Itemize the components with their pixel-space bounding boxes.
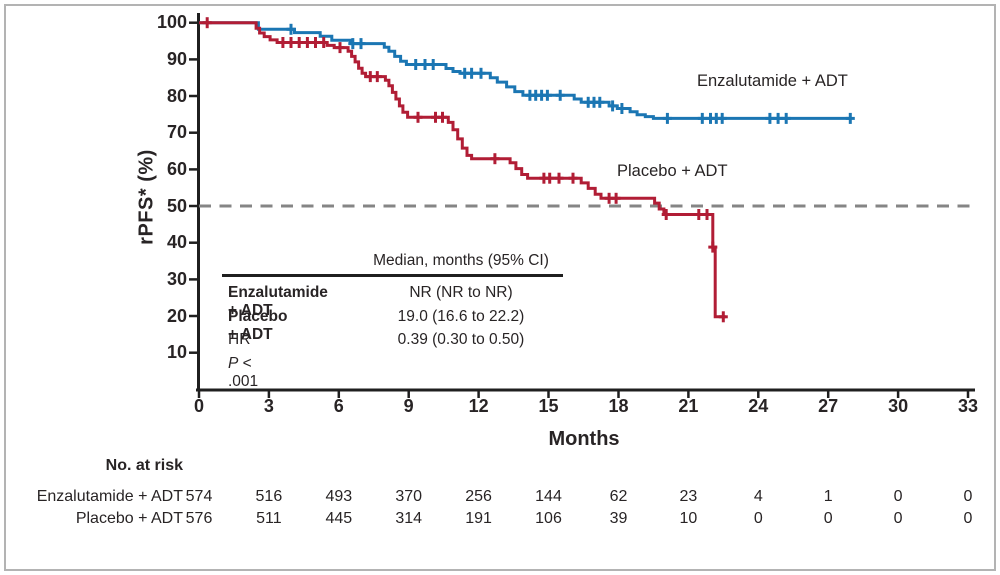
at-risk-count: 23 (679, 488, 698, 505)
y-tick-label: 40 (166, 232, 187, 253)
x-axis-title: Months (548, 428, 620, 450)
y-tick-label: 30 (166, 268, 187, 289)
at-risk-count: 370 (395, 488, 423, 505)
at-risk-count: 191 (465, 510, 492, 527)
at-risk-row-label-placebo: Placebo + ADT (75, 510, 183, 527)
x-tick-label: 27 (818, 396, 839, 416)
y-tick-label: 80 (166, 85, 187, 106)
stats-row-value: 0.39 (0.30 to 0.50) (397, 331, 525, 348)
at-risk-count: 39 (609, 510, 628, 527)
at-risk-count: 574 (185, 488, 213, 505)
y-tick-label: 90 (166, 48, 187, 69)
stats-row-label: Enzalutamide + ADT (228, 284, 328, 319)
x-tick-label: 0 (193, 396, 204, 416)
stats-row-value: NR (NR to NR) (409, 284, 513, 301)
y-tick-label: 20 (166, 305, 187, 326)
curve-label-enzalutamide: Enzalutamide + ADT (697, 72, 848, 90)
stats-row-value: 19.0 (16.6 to 22.2) (397, 307, 525, 325)
at-risk-count: 4 (753, 488, 763, 505)
curve-label-placebo: Placebo + ADT (617, 162, 728, 180)
at-risk-count: 0 (963, 510, 973, 527)
y-tick-label: 60 (166, 158, 187, 179)
x-tick-label: 24 (748, 396, 769, 416)
at-risk-count: 0 (963, 488, 973, 505)
at-risk-count: 62 (609, 488, 628, 505)
at-risk-count: 144 (535, 488, 562, 505)
at-risk-title: No. at risk (105, 457, 183, 474)
at-risk-count: 1 (823, 488, 833, 505)
x-tick-label: 33 (957, 396, 979, 416)
y-tick-label: 100 (156, 12, 187, 33)
at-risk-count: 0 (823, 510, 833, 527)
x-tick-label: 12 (468, 396, 489, 416)
y-tick-label: 50 (166, 195, 187, 216)
at-risk-count: 106 (535, 510, 562, 527)
at-risk-count: 511 (256, 510, 282, 527)
stats-row-label: P < .001 (228, 354, 259, 390)
stats-header: Median, months (95% CI) (373, 252, 549, 269)
at-risk-count: 576 (185, 510, 213, 527)
x-tick-label: 30 (888, 396, 909, 416)
x-tick-label: 9 (403, 396, 414, 416)
x-tick-label: 6 (333, 396, 344, 416)
y-tick-label: 70 (166, 122, 187, 143)
stats-row-label: Placebo + ADT (228, 307, 288, 343)
at-risk-count: 10 (679, 510, 698, 527)
stats-row-label: HR (228, 331, 251, 348)
at-risk-row-label-enzalutamide: Enzalutamide + ADT (36, 488, 183, 505)
at-risk-count: 0 (893, 488, 903, 505)
at-risk-count: 493 (325, 488, 353, 505)
x-tick-label: 3 (263, 396, 274, 416)
y-tick-label: 10 (166, 342, 187, 363)
at-risk-count: 0 (893, 510, 903, 527)
at-risk-count: 516 (255, 488, 283, 505)
at-risk-count: 0 (753, 510, 763, 527)
at-risk-count: 314 (395, 510, 423, 527)
x-tick-label: 21 (678, 396, 699, 416)
x-tick-label: 18 (608, 396, 629, 416)
stats-divider (222, 274, 563, 277)
x-tick-label: 15 (538, 396, 559, 416)
at-risk-count: 256 (465, 488, 492, 505)
at-risk-count: 445 (325, 510, 353, 527)
